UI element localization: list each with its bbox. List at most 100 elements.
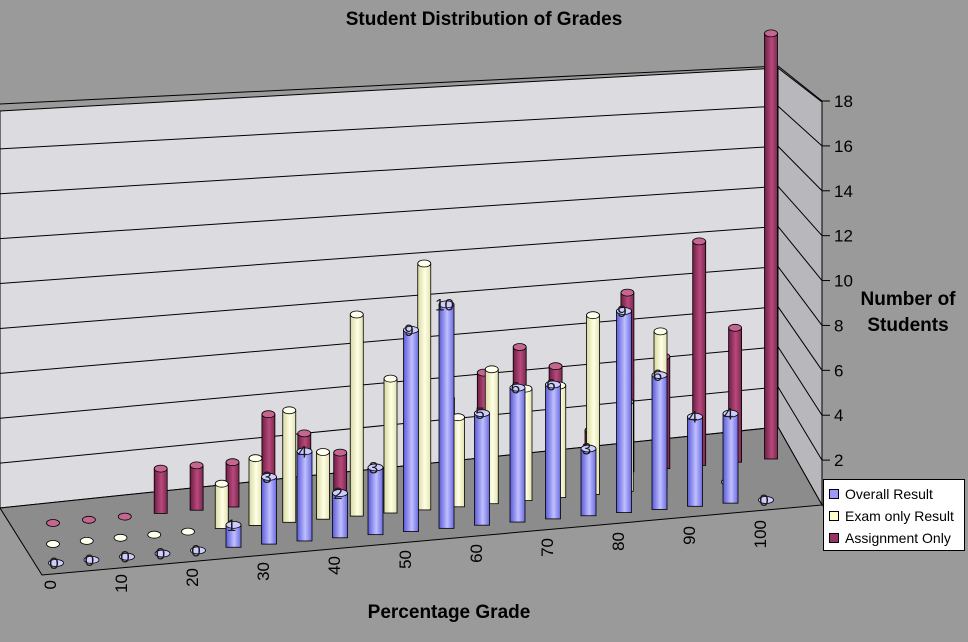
data-label: 6 xyxy=(653,366,662,385)
legend-label: Assignment Only xyxy=(845,530,951,546)
y-tick-label: 10 xyxy=(834,272,853,291)
bar xyxy=(113,533,128,542)
bar xyxy=(383,374,398,514)
gridline xyxy=(0,225,779,285)
x-tick-label: 40 xyxy=(325,556,344,575)
bar xyxy=(509,383,526,523)
bar xyxy=(687,412,703,507)
legend-swatch xyxy=(829,489,839,499)
legend-label: Overall Result xyxy=(845,486,933,502)
bar xyxy=(438,300,455,529)
gridlines xyxy=(0,65,823,464)
bar xyxy=(83,555,100,564)
data-label: 0 xyxy=(49,554,58,573)
gridline xyxy=(0,306,779,374)
bar xyxy=(189,461,204,511)
data-label: 4 xyxy=(298,442,307,461)
y-tick-label: 2 xyxy=(834,451,843,470)
bar xyxy=(153,464,168,514)
x-tick-label: 0 xyxy=(41,580,60,589)
bar xyxy=(82,515,96,524)
y-tick-label: 12 xyxy=(834,227,853,246)
legend-swatch xyxy=(829,511,839,521)
y-tick-label: 4 xyxy=(834,406,843,425)
gridline xyxy=(0,266,779,329)
bar xyxy=(79,537,94,545)
data-label: 0 xyxy=(759,491,768,510)
x-tick-label: 10 xyxy=(112,574,131,593)
bar xyxy=(545,380,561,520)
legend-swatch xyxy=(829,533,839,543)
legend-item: Overall Result xyxy=(829,483,964,505)
data-label: 2 xyxy=(333,484,342,503)
gridline xyxy=(777,266,823,326)
bar xyxy=(190,546,206,555)
bar xyxy=(119,552,135,561)
bar xyxy=(225,520,242,548)
data-label: 6 xyxy=(511,379,520,398)
bar xyxy=(117,512,132,521)
y-tick-label: 14 xyxy=(834,182,853,201)
bar xyxy=(417,259,432,511)
gridline xyxy=(0,105,779,150)
gridline xyxy=(777,145,823,192)
bar xyxy=(48,559,64,567)
gridline xyxy=(0,185,779,240)
bar xyxy=(758,496,774,504)
bar xyxy=(147,530,162,539)
y-tick-label: 18 xyxy=(834,92,853,111)
x-tick-label: 100 xyxy=(751,520,770,548)
legend-item: Assignment Only xyxy=(829,527,964,549)
gridline xyxy=(0,145,779,195)
gridline xyxy=(777,226,823,281)
y-axis-label: Number of Students xyxy=(861,289,957,336)
data-label: 0 xyxy=(156,545,165,564)
bar xyxy=(181,527,195,536)
bar xyxy=(214,479,229,529)
bar xyxy=(367,463,384,536)
bar xyxy=(332,489,348,539)
bar xyxy=(282,406,297,523)
bar xyxy=(403,325,419,532)
gridline xyxy=(777,346,823,416)
bar xyxy=(474,409,490,526)
gridline xyxy=(777,105,823,147)
y-tick-label: 8 xyxy=(834,316,843,335)
bar xyxy=(722,409,739,504)
x-tick-label: 30 xyxy=(254,562,273,581)
gridline xyxy=(777,386,823,461)
legend-label: Exam only Result xyxy=(845,508,954,524)
data-label: 10 xyxy=(435,295,454,314)
x-tick-label: 90 xyxy=(680,526,699,545)
bar xyxy=(296,447,313,542)
x-tick-label: 70 xyxy=(538,538,557,557)
data-label: 0 xyxy=(85,551,94,570)
y-tick-label: 6 xyxy=(834,361,843,380)
bar xyxy=(616,307,632,514)
data-label: 0 xyxy=(120,548,129,567)
x-tick-label: 50 xyxy=(396,550,415,569)
bar xyxy=(46,519,60,527)
bar xyxy=(580,444,597,517)
data-label: 0 xyxy=(191,541,200,560)
bar xyxy=(764,29,778,460)
gridline xyxy=(777,65,823,102)
y-tick-label: 16 xyxy=(834,137,853,156)
gridline xyxy=(777,306,823,371)
bar xyxy=(46,540,60,548)
data-label: 3 xyxy=(582,440,591,459)
data-label: 9 xyxy=(404,321,413,340)
bar xyxy=(651,371,668,510)
x-tick-label: 20 xyxy=(183,568,202,587)
data-label: 3 xyxy=(369,458,378,477)
x-tick-label: 80 xyxy=(609,532,628,551)
data-label: 1 xyxy=(227,516,236,535)
gridline xyxy=(777,186,823,236)
bar xyxy=(316,448,330,520)
bar xyxy=(261,472,277,545)
bar xyxy=(349,310,364,517)
